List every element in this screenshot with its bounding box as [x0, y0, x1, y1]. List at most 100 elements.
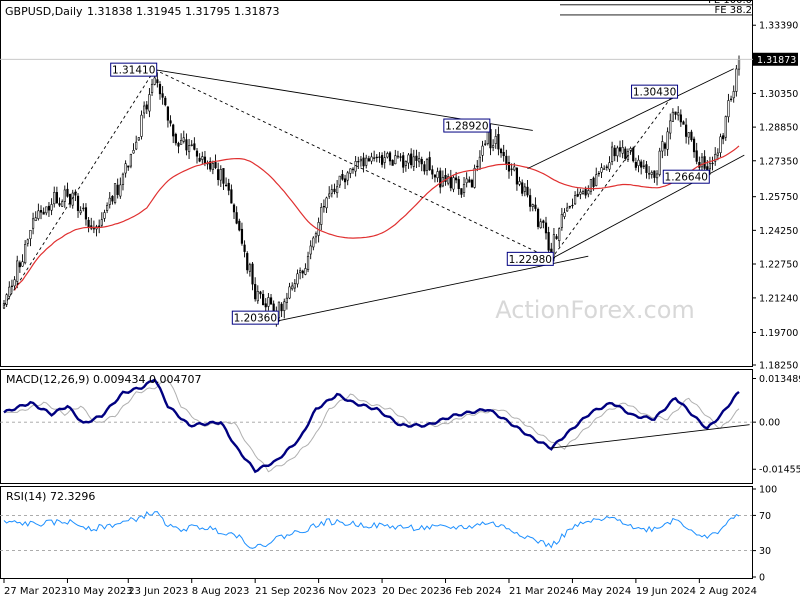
candle-body	[84, 207, 88, 220]
candle-body	[277, 301, 281, 319]
candle-body	[365, 157, 368, 166]
candle	[343, 174, 347, 190]
candle-body	[560, 214, 563, 228]
candle	[240, 222, 244, 246]
candle-body	[79, 210, 82, 214]
candle	[439, 167, 442, 194]
candle	[555, 234, 558, 240]
candle-body	[156, 79, 159, 84]
candle	[465, 172, 468, 188]
candle	[362, 152, 365, 173]
candle	[150, 79, 154, 96]
candle-body	[624, 148, 627, 159]
candle-body	[645, 164, 648, 173]
x-tick-label: 2 Aug 2024	[699, 586, 757, 597]
candle-body	[320, 207, 323, 225]
candle	[589, 179, 593, 195]
candle-body	[111, 196, 114, 202]
candle	[259, 290, 262, 299]
candle	[291, 282, 294, 291]
candle-body	[526, 186, 529, 196]
candle	[484, 140, 487, 146]
candle-body	[217, 169, 220, 180]
candle-body	[58, 203, 61, 206]
candle-body	[455, 177, 458, 181]
candle	[338, 175, 341, 188]
candle	[129, 153, 133, 169]
candle-body	[566, 207, 569, 212]
candle	[634, 157, 637, 171]
candle-body	[299, 270, 302, 273]
candle-body	[47, 205, 51, 211]
candle-body	[166, 106, 170, 121]
candle	[489, 123, 492, 156]
candle-body	[66, 188, 69, 197]
candle-body	[214, 162, 217, 169]
y-tick-label: 1.30350	[759, 89, 798, 100]
candle-body	[391, 159, 394, 166]
macd-line	[3, 378, 740, 474]
candle	[31, 212, 35, 235]
candle	[351, 167, 355, 174]
candle	[542, 219, 545, 229]
candle-body	[682, 121, 685, 125]
candle	[92, 220, 95, 234]
y-tick-label: 1.27350	[759, 156, 798, 167]
candle	[296, 269, 299, 288]
candle	[502, 144, 505, 162]
candle	[566, 202, 569, 212]
candle	[444, 168, 447, 186]
candle	[539, 218, 542, 229]
candle	[18, 260, 21, 273]
last-price-label: 1.31873	[757, 55, 796, 66]
candle	[468, 176, 471, 183]
candle	[708, 156, 712, 176]
candle	[632, 146, 635, 163]
candle-body	[494, 136, 497, 144]
candle-body	[351, 168, 355, 171]
candle-body	[267, 297, 270, 307]
candle-body	[579, 191, 582, 195]
candle-body	[492, 145, 495, 148]
candle-body	[542, 220, 545, 223]
candle-body	[246, 253, 249, 271]
candle	[254, 277, 257, 302]
candle-body	[193, 143, 196, 150]
candle-body	[211, 163, 214, 170]
candle-body	[674, 111, 677, 115]
candle	[288, 282, 291, 300]
candle	[325, 196, 328, 214]
candle-body	[269, 297, 273, 305]
candle	[531, 203, 534, 212]
candle	[367, 155, 370, 162]
candle-body	[563, 212, 566, 217]
candle-body	[108, 197, 111, 205]
candle	[306, 251, 310, 273]
candle-body	[402, 155, 405, 168]
candle	[523, 183, 526, 197]
candle	[661, 135, 664, 159]
candle	[645, 160, 648, 179]
candle	[219, 165, 222, 187]
candle	[8, 281, 11, 300]
candle-body	[420, 158, 423, 165]
candle	[526, 180, 529, 198]
candle	[719, 133, 722, 158]
candle	[227, 178, 230, 196]
candle	[182, 130, 185, 144]
candle-body	[518, 181, 521, 185]
candle	[650, 170, 653, 179]
candle-body	[82, 207, 85, 210]
candle-body	[330, 189, 333, 194]
candle-body	[417, 158, 421, 163]
candle	[108, 192, 111, 209]
y-tick-label: 1.25750	[759, 192, 798, 203]
candle-body	[18, 262, 21, 268]
candle	[180, 133, 183, 145]
candle	[161, 86, 164, 105]
candle-body	[714, 154, 717, 162]
candle-body	[201, 156, 204, 160]
candle-body	[264, 303, 267, 308]
x-tick-label: 8 Aug 2023	[192, 586, 250, 597]
candle-body	[735, 68, 738, 92]
